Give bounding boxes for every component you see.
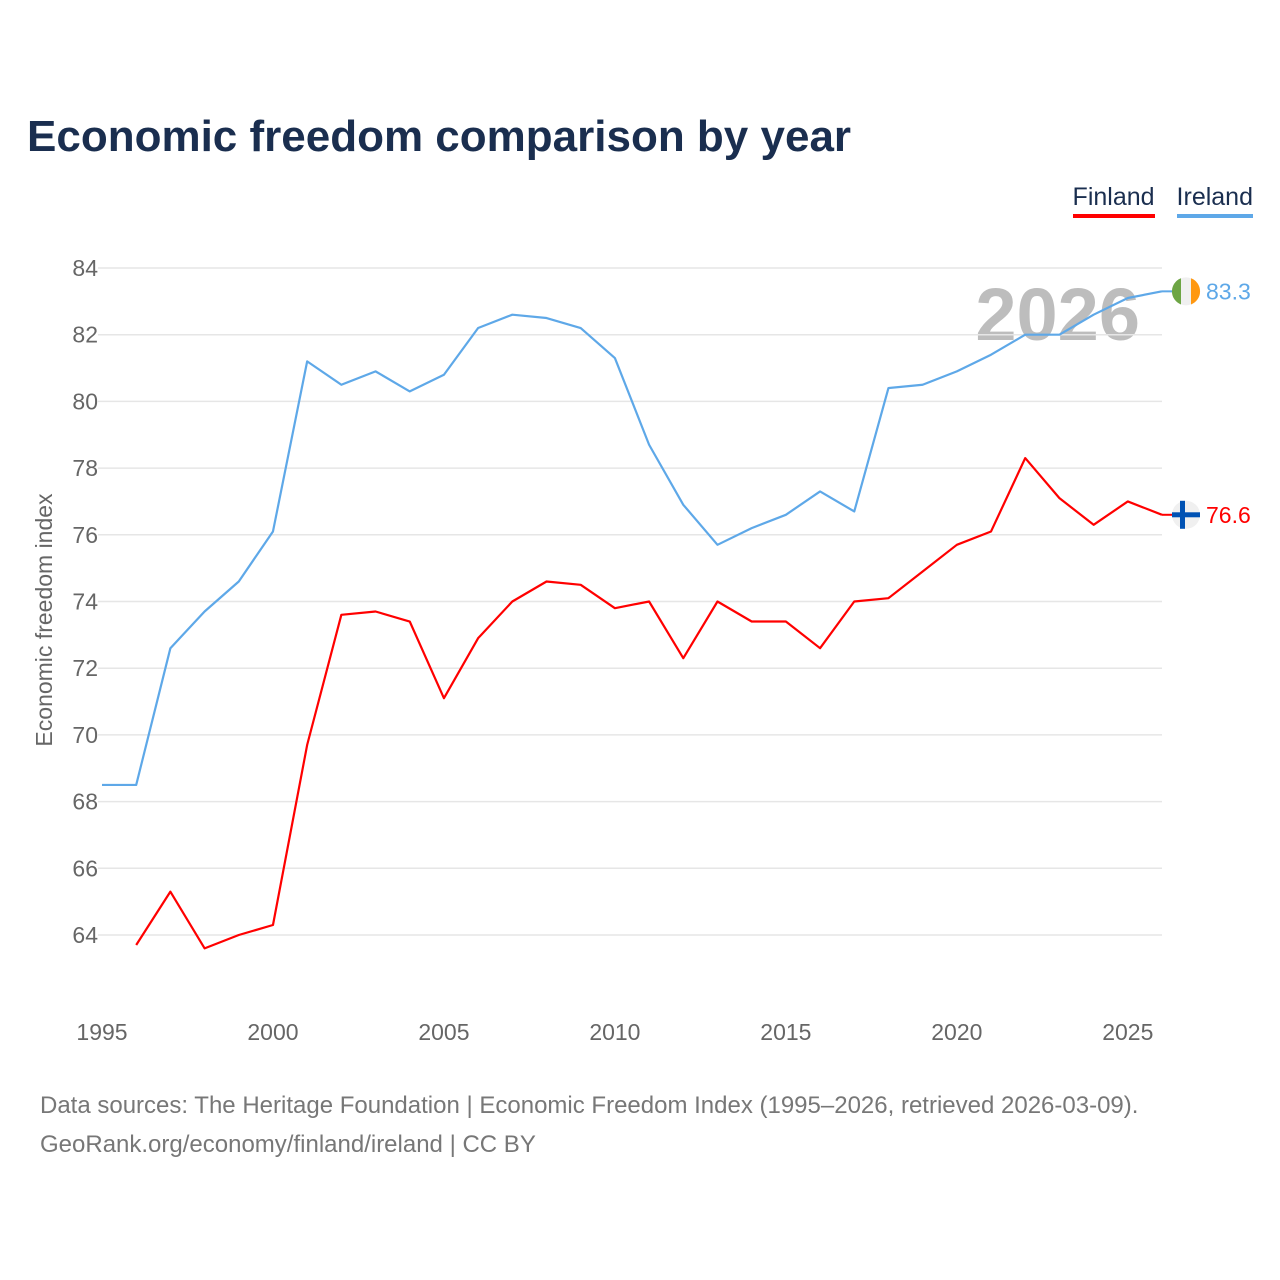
x-tick-label: 1995 xyxy=(76,1019,127,1045)
x-tick-label: 2010 xyxy=(589,1019,640,1045)
y-tick-label: 64 xyxy=(72,922,98,948)
y-tick-label: 72 xyxy=(72,655,98,681)
y-axis-label: Economic freedom index xyxy=(31,493,57,747)
x-tick-label: 2005 xyxy=(418,1019,469,1045)
y-tick-label: 74 xyxy=(72,589,98,615)
ireland-flag-orange xyxy=(1191,278,1201,305)
attribution-link[interactable]: GeoRank.org/economy/finland/ireland | CC… xyxy=(40,1131,536,1158)
x-tick-label: 2020 xyxy=(931,1019,982,1045)
legend-finland[interactable]: Finland xyxy=(1072,183,1155,218)
finland-flag-cross-v xyxy=(1180,500,1185,529)
y-tick-label: 84 xyxy=(72,255,98,281)
y-tick-label: 78 xyxy=(72,455,98,481)
y-tick-label: 70 xyxy=(72,722,98,748)
end-value-label-finland: 76.6 xyxy=(1206,502,1251,528)
chart-title: Economic freedom comparison by year xyxy=(27,112,852,161)
source-text: Data sources: The Heritage Foundation | … xyxy=(40,1092,1139,1119)
end-value-label-ireland: 83.3 xyxy=(1206,278,1251,304)
series-line-finland xyxy=(135,456,1163,950)
series-line-ireland xyxy=(102,290,1163,787)
finland-flag-cross-h xyxy=(1172,512,1200,518)
footer: Data sources: The Heritage Foundation | … xyxy=(40,1086,1138,1164)
y-tick-label: 66 xyxy=(72,855,98,881)
legend-ireland[interactable]: Ireland xyxy=(1176,183,1253,218)
x-tick-label: 2015 xyxy=(760,1019,811,1045)
legend: Finland Ireland xyxy=(1072,183,1253,218)
y-tick-label: 68 xyxy=(72,789,98,815)
y-tick-label: 76 xyxy=(72,522,98,548)
x-tick-label: 2025 xyxy=(1102,1019,1153,1045)
ireland-flag-green xyxy=(1171,278,1181,305)
year-watermark: 2026 xyxy=(975,273,1140,356)
x-tick-label: 2000 xyxy=(247,1019,298,1045)
y-tick-label: 80 xyxy=(72,388,98,414)
y-tick-label: 82 xyxy=(72,322,98,348)
